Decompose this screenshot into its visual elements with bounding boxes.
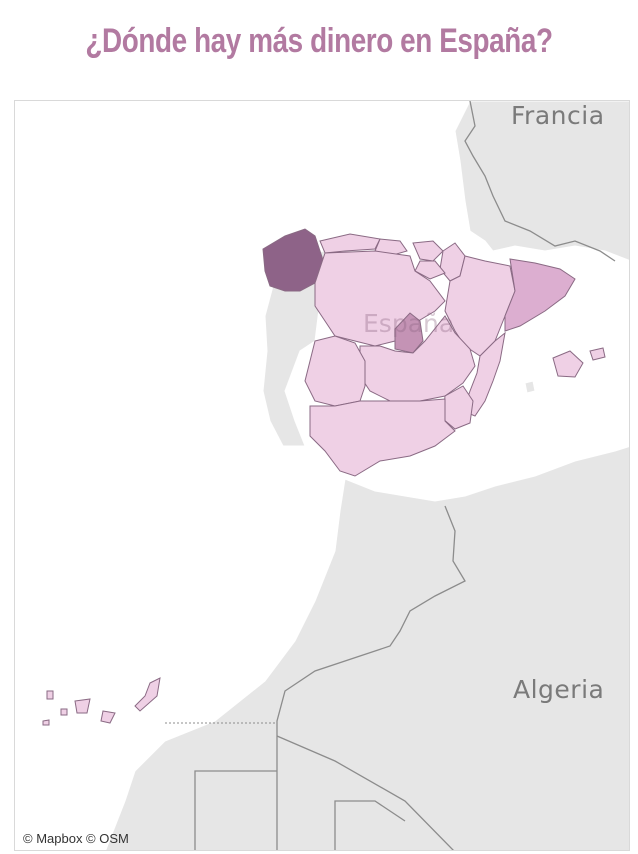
region-canarias-6[interactable]: [42, 719, 50, 726]
region-canarias-5[interactable]: [46, 690, 54, 700]
label-algeria: Algeria: [513, 675, 605, 704]
map-canvas[interactable]: [15, 101, 630, 851]
region-pais-vasco[interactable]: [412, 240, 444, 262]
region-castilla-la-mancha[interactable]: [359, 315, 476, 402]
portugal-landmass: [262, 250, 326, 447]
label-espana: España: [363, 309, 455, 338]
ibiza-island: [524, 380, 536, 394]
region-cataluna[interactable]: [504, 258, 576, 332]
country-borders: [194, 101, 616, 850]
label-francia: Francia: [511, 101, 605, 130]
region-asturias[interactable]: [319, 233, 381, 254]
spain-regions[interactable]: [42, 228, 606, 726]
map-view[interactable]: Francia España Algeria © Mapbox © OSM: [14, 100, 630, 851]
region-andalucia[interactable]: [309, 398, 456, 477]
map-attribution[interactable]: © Mapbox © OSM: [23, 831, 129, 846]
region-baleares[interactable]: [552, 350, 584, 378]
region-canarias-1[interactable]: [134, 677, 161, 712]
page-title: ¿Dónde hay más dinero en España?: [85, 22, 553, 60]
africa-landmass: [105, 446, 629, 850]
france-landmass: [454, 101, 629, 261]
base-land: [105, 101, 629, 850]
region-menorca[interactable]: [589, 347, 606, 361]
region-canarias-4[interactable]: [60, 708, 68, 716]
region-canarias-2[interactable]: [100, 710, 116, 724]
region-cantabria[interactable]: [374, 238, 408, 256]
region-la-rioja[interactable]: [414, 260, 446, 280]
region-madrid[interactable]: [394, 312, 424, 354]
region-extremadura[interactable]: [304, 335, 366, 407]
region-valencia[interactable]: [462, 331, 506, 417]
region-canarias-3[interactable]: [74, 698, 91, 714]
